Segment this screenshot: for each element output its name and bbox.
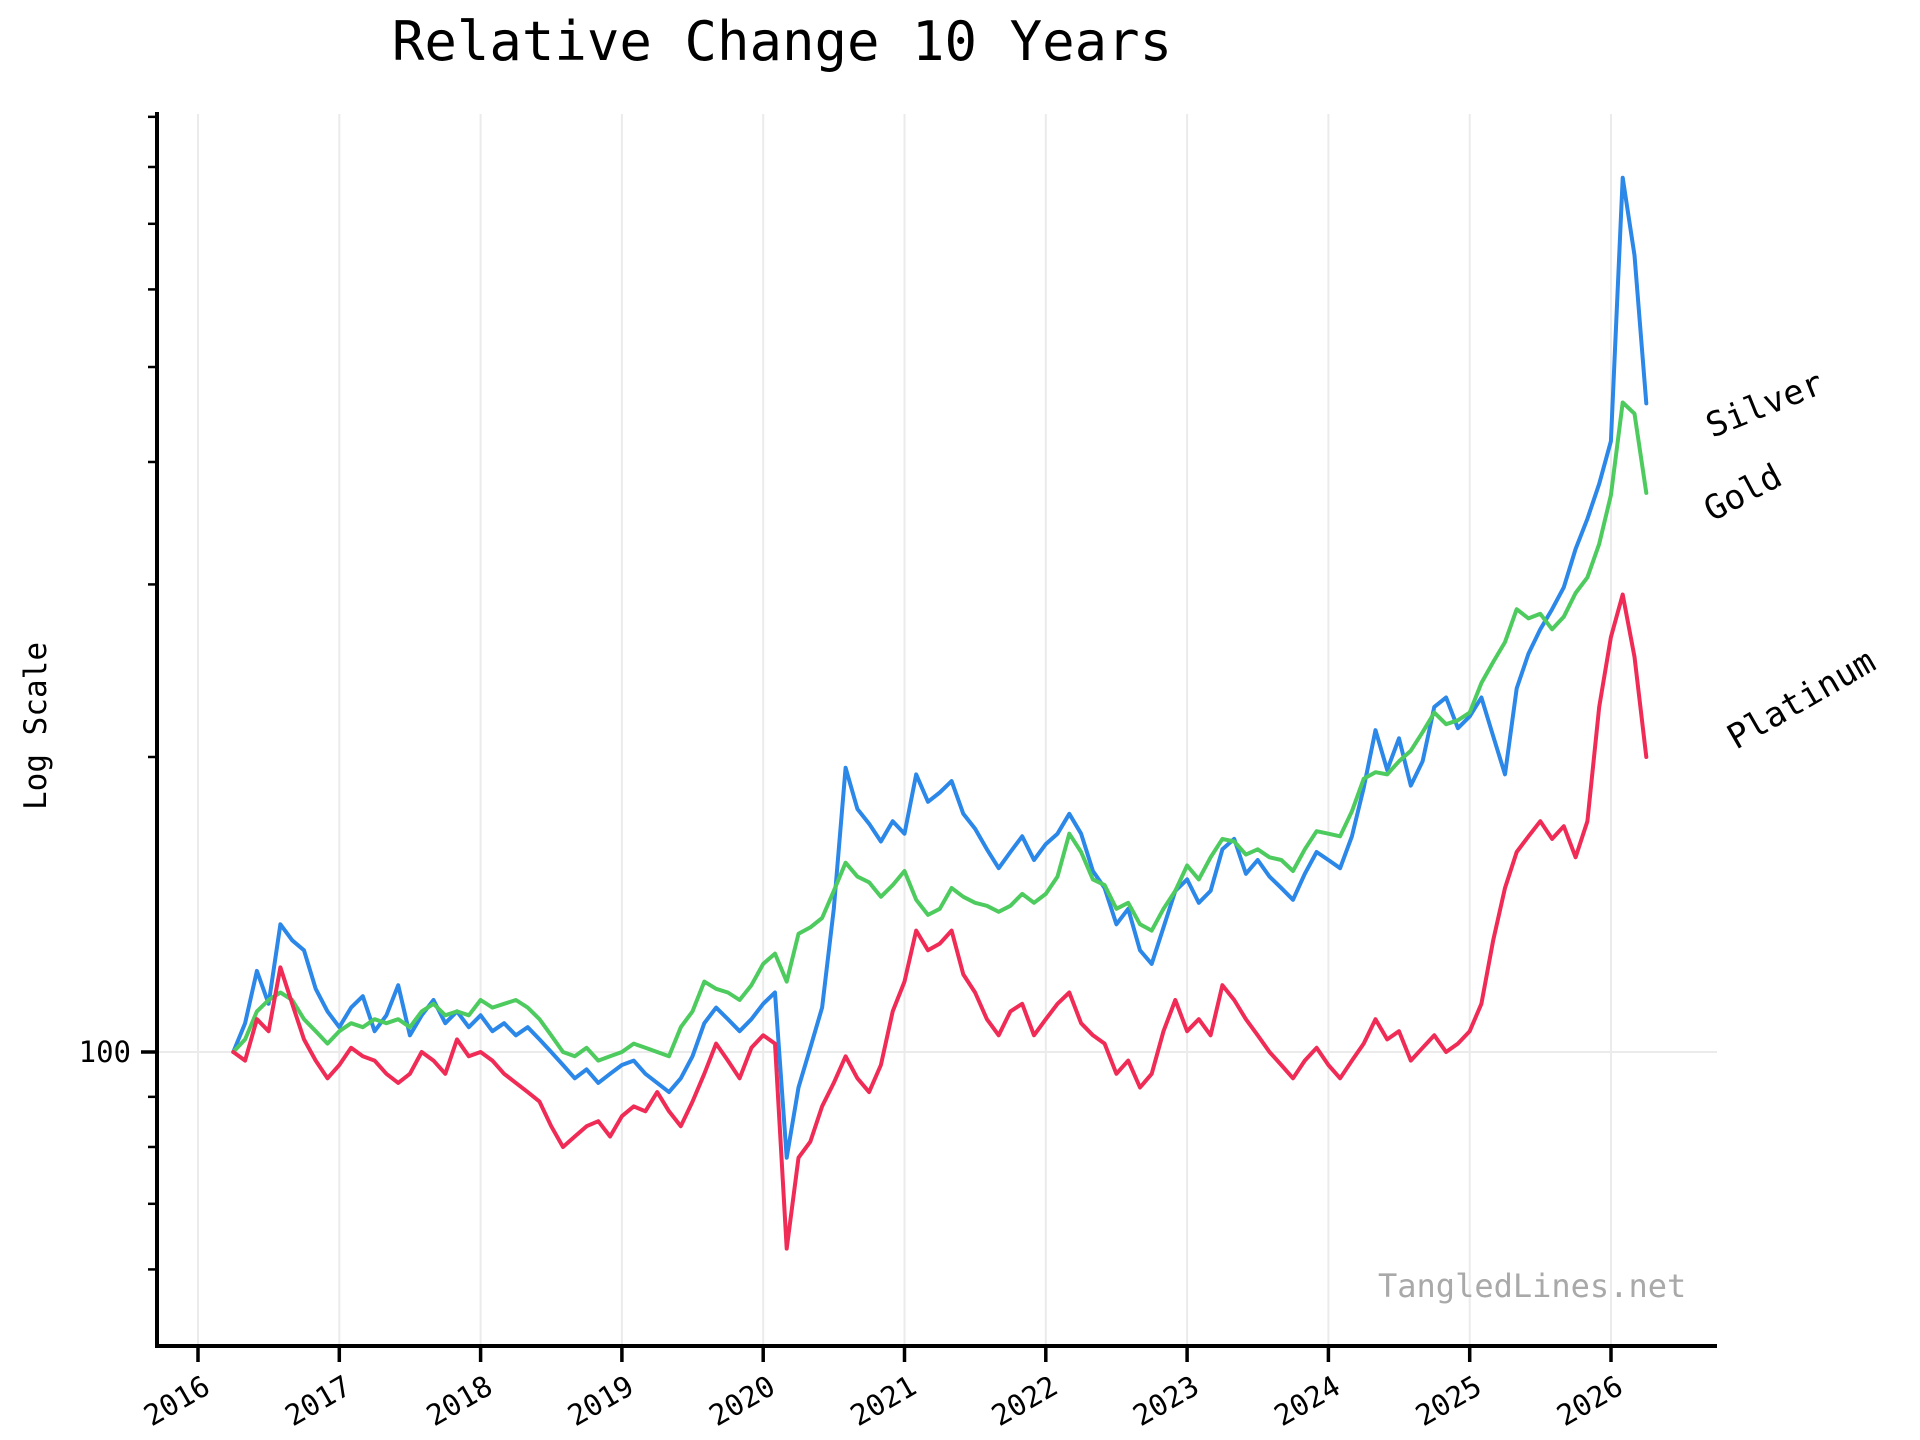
- data-series: [231, 175, 1649, 1251]
- axes: 2016 2017 2018 2019 2020 2021 2022 2023 2024 2025…: [79, 112, 1717, 1433]
- x-tick-label: 2018: [421, 1369, 498, 1433]
- x-tick-label: 2020: [703, 1369, 780, 1433]
- x-tick-label: 2025: [1410, 1369, 1487, 1433]
- y-axis-label: Log Scale: [18, 642, 54, 810]
- x-tick-label: 2024: [1268, 1369, 1345, 1433]
- x-tick-label: 2023: [1127, 1369, 1204, 1433]
- series-line-platinum: [231, 592, 1649, 1251]
- x-tick-label: 2016: [138, 1369, 215, 1433]
- x-tick-label: 2021: [845, 1369, 922, 1433]
- x-tick-label: 2019: [562, 1369, 639, 1433]
- series-label-gold: Gold: [1697, 456, 1788, 530]
- x-tick-label: 2017: [279, 1369, 356, 1433]
- series-line-gold: [231, 400, 1649, 1063]
- series-label-silver: Silver: [1700, 363, 1829, 446]
- series-line-silver: [231, 175, 1649, 1160]
- series-label-platinum: Platinum: [1721, 641, 1883, 758]
- gridlines: [157, 114, 1717, 1346]
- x-tick-label: 2026: [1551, 1369, 1628, 1433]
- chart-title: Relative Change 10 Years: [392, 10, 1172, 73]
- y-tick-label: 100: [79, 1035, 131, 1069]
- x-tick-label: 2022: [986, 1369, 1063, 1433]
- watermark: TangledLines.net: [1378, 1267, 1686, 1305]
